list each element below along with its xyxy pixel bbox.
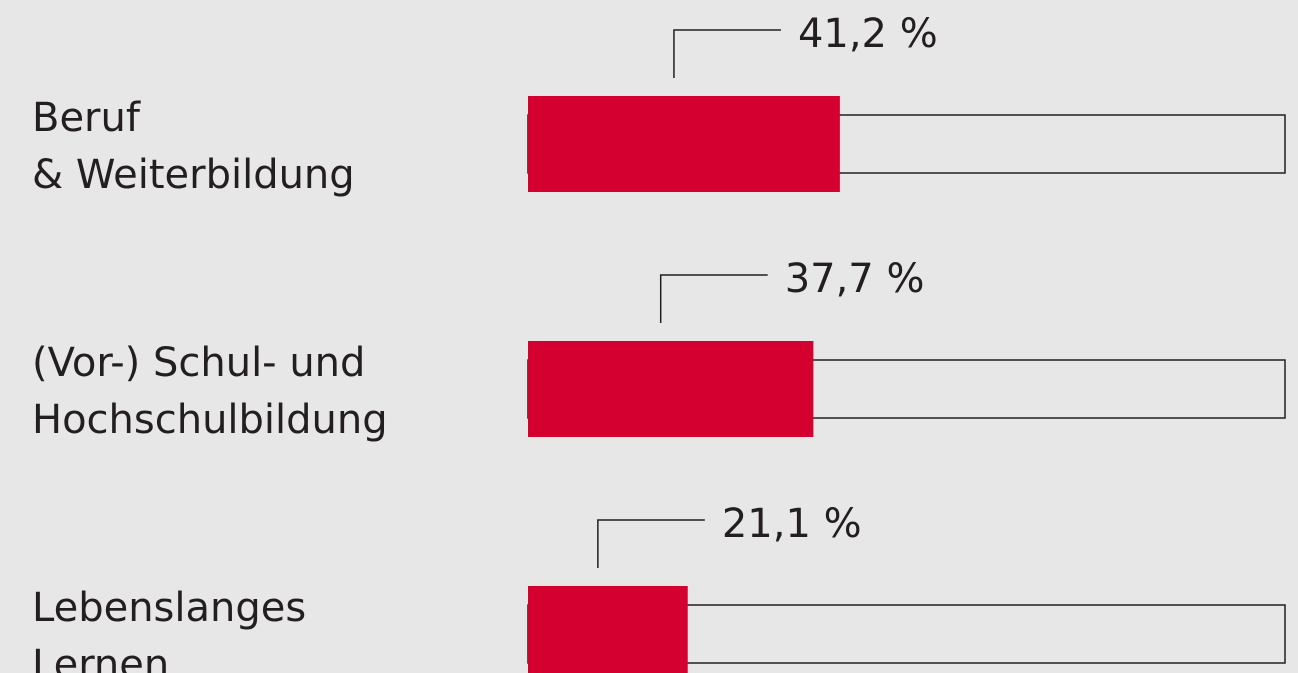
category-label: Beruf	[32, 95, 141, 141]
bar	[528, 341, 814, 437]
value-label: 37,7 %	[785, 256, 925, 302]
category-label: (Vor-) Schul- und	[32, 340, 365, 386]
leader-line	[597, 519, 705, 568]
bar	[528, 586, 688, 673]
leader-line	[673, 29, 781, 78]
category-label: Hochschulbildung	[32, 397, 388, 443]
category-label: Lernen	[32, 642, 169, 673]
category-label: & Weiterbildung	[32, 152, 355, 198]
value-label: 41,2 %	[798, 11, 938, 57]
value-label: 21,1 %	[722, 501, 862, 547]
leader-line	[659, 274, 768, 323]
category-label: Lebenslanges	[32, 585, 306, 631]
bar	[528, 96, 840, 192]
